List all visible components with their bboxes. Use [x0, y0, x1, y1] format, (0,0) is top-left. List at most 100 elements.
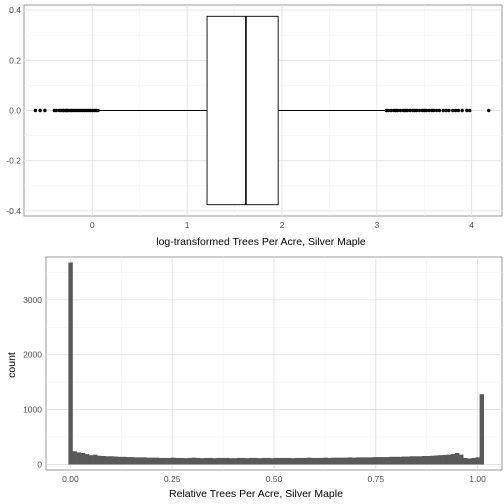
histogram-bar: [286, 457, 291, 465]
boxplot-x-axis-label: log-transformed Trees Per Acre, Silver M…: [156, 236, 366, 248]
histogram-bar: [101, 456, 106, 465]
histogram-bar: [479, 394, 485, 465]
outlier-point: [389, 108, 393, 113]
boxplot-tick-labels: 0 1 2 3 4 -0.4 -0.2 0.0 0.2 0.4: [6, 5, 474, 230]
boxplot-x-tick-label: 4: [469, 220, 474, 230]
histogram-tick-labels: 0.00 0.25 0.50 0.75 1.00 0 1000 2000 3000: [23, 295, 486, 484]
histogram-bar: [257, 458, 262, 465]
box: [206, 15, 279, 206]
histogram-bar: [413, 456, 419, 465]
histogram-bar: [348, 457, 353, 465]
histogram-bar: [417, 456, 423, 465]
histogram-bar: [195, 457, 201, 465]
histogram-bar: [138, 457, 143, 465]
histogram-bar: [134, 457, 139, 465]
boxplot-y-tick-label: -0.2: [6, 156, 21, 166]
histogram-bar: [80, 452, 86, 465]
histogram-y-tick-label: 0: [37, 460, 42, 470]
histogram-bar: [323, 457, 328, 465]
histogram-bar: [278, 457, 283, 465]
histogram-bar: [467, 458, 472, 465]
histogram-bar: [401, 456, 406, 465]
histogram-bar: [212, 458, 217, 465]
outlier-point: [96, 108, 100, 113]
outlier-point: [434, 108, 439, 113]
outlier-point: [386, 108, 390, 113]
histogram-bar: [393, 456, 398, 465]
histogram-bar: [146, 457, 151, 465]
outlier-point: [487, 108, 491, 113]
histogram-panel: 0.00 0.25 0.50 0.75 1.00 0 1000 2000 3000 Relati…: [6, 256, 503, 500]
histogram-bar: [306, 457, 312, 465]
histogram-bar: [356, 457, 361, 465]
outlier-point: [43, 108, 47, 113]
histogram-bar: [187, 457, 193, 465]
histogram-bar: [442, 454, 448, 465]
outlier-point: [441, 108, 445, 113]
histogram-bar: [434, 455, 439, 465]
histogram-bar: [397, 456, 402, 465]
histogram-bar: [88, 455, 94, 465]
histogram-bar: [261, 457, 267, 465]
outlier-point: [437, 108, 442, 113]
histogram-bar: [232, 458, 238, 465]
histogram-bar: [216, 457, 221, 465]
outlier-point: [468, 108, 472, 113]
histogram-bar: [121, 456, 127, 465]
histogram-bar: [249, 457, 254, 465]
histogram-y-tick-label: 3000: [23, 295, 42, 305]
outlier-point: [417, 108, 422, 113]
histogram-bar: [245, 458, 250, 465]
histogram-bar: [117, 456, 123, 465]
histogram-bar: [290, 458, 295, 465]
outlier-point: [398, 108, 403, 113]
histogram-bar: [298, 457, 304, 465]
outlier-point: [38, 108, 42, 113]
histogram-bar: [438, 455, 443, 465]
histogram-bar: [150, 457, 156, 465]
histogram-bar: [113, 456, 119, 465]
histogram-bar: [84, 454, 90, 465]
outlier-point: [453, 108, 458, 113]
histogram-y-axis-label: count: [6, 352, 18, 378]
histogram-bar: [274, 457, 279, 465]
histogram-bar: [130, 457, 135, 465]
histogram-bar: [376, 457, 382, 465]
histogram-bar: [167, 457, 172, 465]
histogram-bar: [422, 456, 427, 465]
histogram-bar: [109, 456, 114, 465]
histogram-x-tick-label: 0.25: [164, 474, 181, 484]
histogram-bar: [405, 456, 410, 465]
outlier-point: [405, 108, 409, 113]
outlier-point: [456, 108, 461, 113]
histogram-bar: [380, 457, 386, 465]
outlier-point: [54, 108, 58, 113]
histogram-bar: [331, 457, 336, 465]
histogram-bar: [426, 456, 431, 465]
histogram-bar: [311, 457, 316, 465]
histogram-bar: [385, 457, 390, 465]
outlier-point: [408, 108, 412, 113]
outlier-point: [447, 108, 451, 113]
histogram-bar: [105, 456, 110, 465]
boxplot-x-tick-label: 2: [280, 220, 285, 230]
histogram-bar: [475, 457, 480, 465]
boxplot-x-tick-label: 1: [185, 220, 190, 230]
histogram-bar: [327, 457, 332, 465]
histogram-bar: [282, 457, 287, 465]
histogram-bar: [154, 457, 160, 465]
histogram-bar: [471, 457, 476, 465]
histogram-bar: [68, 262, 73, 465]
histogram-bar: [319, 457, 324, 465]
histogram-bar: [228, 458, 234, 465]
histogram-bar: [269, 458, 275, 465]
outlier-point: [465, 108, 469, 113]
histogram-bars: [68, 262, 485, 465]
outlier-point: [427, 108, 431, 113]
histogram-bar: [450, 454, 456, 465]
histogram-bar: [352, 457, 357, 465]
histogram-bar: [368, 457, 373, 465]
histogram-bar: [339, 457, 345, 465]
histogram-x-tick-label: 0.50: [266, 474, 283, 484]
histogram-bar: [158, 457, 164, 465]
